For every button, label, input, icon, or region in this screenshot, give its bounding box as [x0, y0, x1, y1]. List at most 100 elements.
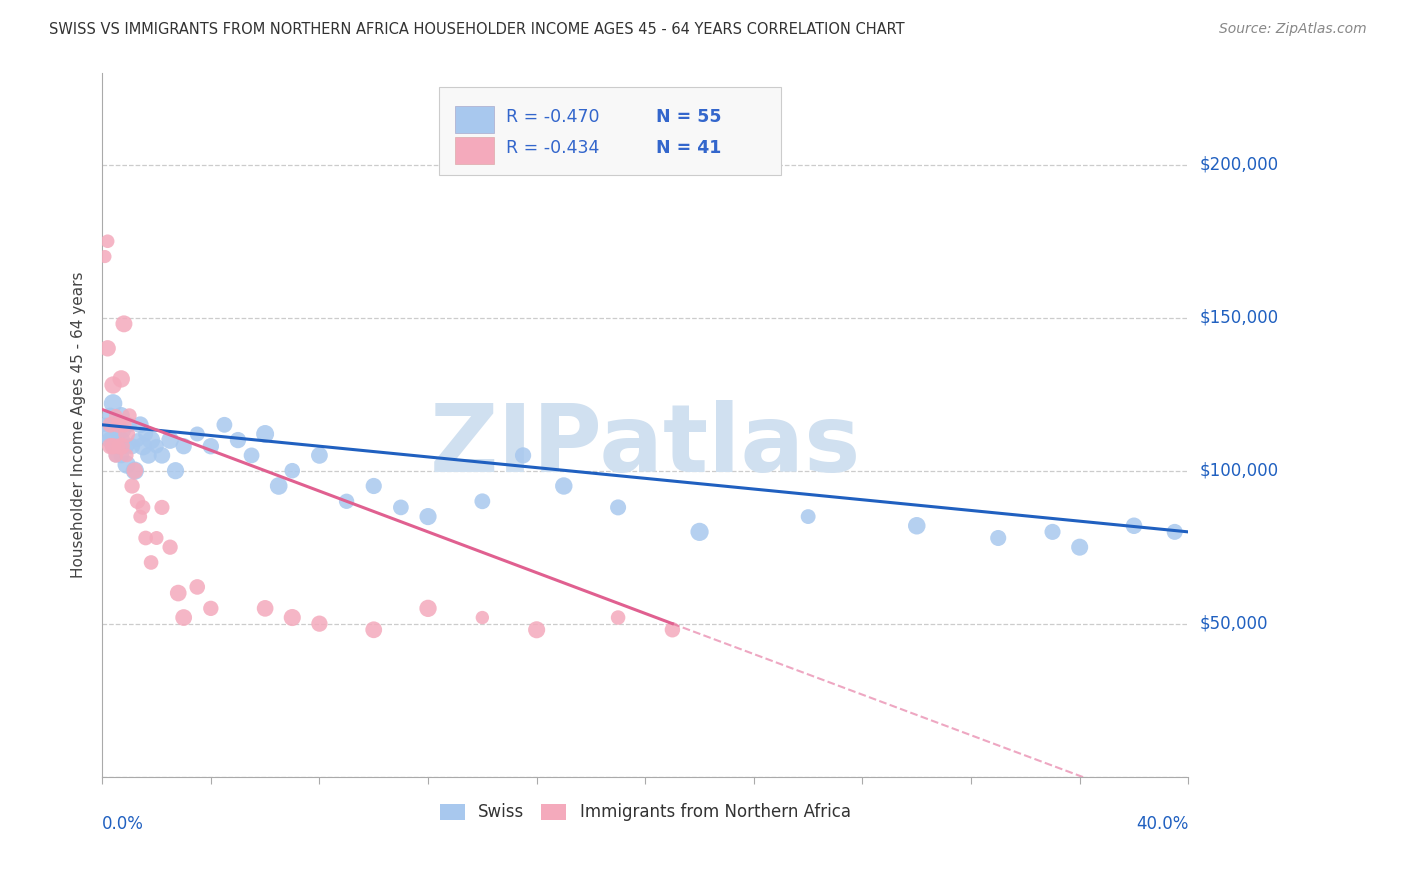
Point	[135, 427, 157, 442]
Text: R = -0.470: R = -0.470	[506, 108, 600, 127]
Text: $100,000: $100,000	[1199, 462, 1278, 480]
Point	[173, 439, 195, 453]
Point	[145, 439, 167, 453]
Point	[94, 417, 117, 432]
Legend: Swiss, Immigrants from Northern Africa: Swiss, Immigrants from Northern Africa	[433, 797, 858, 828]
Text: R = -0.434: R = -0.434	[506, 139, 599, 157]
Point	[107, 417, 129, 432]
Point	[186, 427, 208, 442]
Point	[165, 464, 187, 478]
Point	[512, 449, 534, 463]
Point	[471, 494, 494, 508]
Point	[101, 439, 124, 453]
FancyBboxPatch shape	[456, 106, 495, 133]
Point	[132, 439, 155, 453]
Text: Source: ZipAtlas.com: Source: ZipAtlas.com	[1219, 22, 1367, 37]
Point	[186, 580, 208, 594]
Point	[335, 494, 357, 508]
FancyBboxPatch shape	[439, 87, 780, 175]
Point	[97, 341, 120, 355]
Point	[553, 479, 575, 493]
Point	[127, 494, 149, 508]
Point	[112, 424, 135, 438]
Point	[104, 449, 127, 463]
Point	[281, 464, 304, 478]
Point	[1163, 524, 1185, 539]
Point	[471, 610, 494, 624]
Point	[110, 409, 132, 423]
Point	[173, 610, 195, 624]
Point	[607, 500, 630, 515]
Point	[416, 601, 439, 615]
Point	[104, 409, 127, 423]
Text: N = 41: N = 41	[657, 139, 721, 157]
Point	[104, 449, 127, 463]
Point	[797, 509, 820, 524]
Point	[97, 427, 120, 442]
Point	[150, 500, 173, 515]
Point	[104, 417, 127, 432]
Point	[363, 623, 385, 637]
Point	[129, 417, 152, 432]
Point	[118, 409, 141, 423]
Point	[138, 449, 160, 463]
Point	[987, 531, 1010, 545]
Point	[107, 439, 129, 453]
Text: $200,000: $200,000	[1199, 156, 1278, 174]
Point	[363, 479, 385, 493]
Point	[127, 433, 149, 447]
Point	[107, 427, 129, 442]
Point	[98, 417, 121, 432]
Point	[98, 433, 121, 447]
Point	[124, 464, 146, 478]
Point	[607, 610, 630, 624]
Point	[110, 372, 132, 386]
Text: ZIPatlas: ZIPatlas	[430, 400, 860, 491]
Point	[214, 417, 236, 432]
Text: 0.0%: 0.0%	[103, 815, 143, 833]
Point	[416, 509, 439, 524]
Point	[115, 449, 138, 463]
Point	[107, 439, 129, 453]
Point	[240, 449, 263, 463]
Point	[200, 601, 222, 615]
Point	[267, 479, 290, 493]
Point	[308, 449, 330, 463]
Point	[526, 623, 548, 637]
Point	[97, 234, 120, 248]
Point	[1123, 518, 1146, 533]
Y-axis label: Householder Income Ages 45 - 64 years: Householder Income Ages 45 - 64 years	[72, 271, 86, 578]
Point	[101, 378, 124, 392]
Point	[389, 500, 412, 515]
Point	[167, 586, 190, 600]
Point	[281, 610, 304, 624]
Point	[139, 433, 162, 447]
Text: $50,000: $50,000	[1199, 615, 1268, 632]
Point	[1042, 524, 1064, 539]
Point	[1069, 540, 1091, 554]
Point	[118, 417, 141, 432]
Point	[110, 449, 132, 463]
Point	[98, 409, 121, 423]
Text: N = 55: N = 55	[657, 108, 721, 127]
Point	[135, 531, 157, 545]
Point	[112, 417, 135, 432]
Point	[145, 531, 167, 545]
Point	[101, 439, 124, 453]
Point	[110, 433, 132, 447]
Point	[94, 250, 117, 264]
Point	[200, 439, 222, 453]
Point	[121, 439, 143, 453]
Point	[254, 601, 277, 615]
Point	[661, 623, 683, 637]
Point	[115, 458, 138, 472]
Point	[139, 556, 162, 570]
Point	[124, 464, 146, 478]
Text: SWISS VS IMMIGRANTS FROM NORTHERN AFRICA HOUSEHOLDER INCOME AGES 45 - 64 YEARS C: SWISS VS IMMIGRANTS FROM NORTHERN AFRICA…	[49, 22, 905, 37]
Text: 40.0%: 40.0%	[1136, 815, 1188, 833]
Text: $150,000: $150,000	[1199, 309, 1278, 326]
Point	[98, 439, 121, 453]
Point	[129, 509, 152, 524]
Point	[110, 439, 132, 453]
FancyBboxPatch shape	[456, 137, 495, 164]
